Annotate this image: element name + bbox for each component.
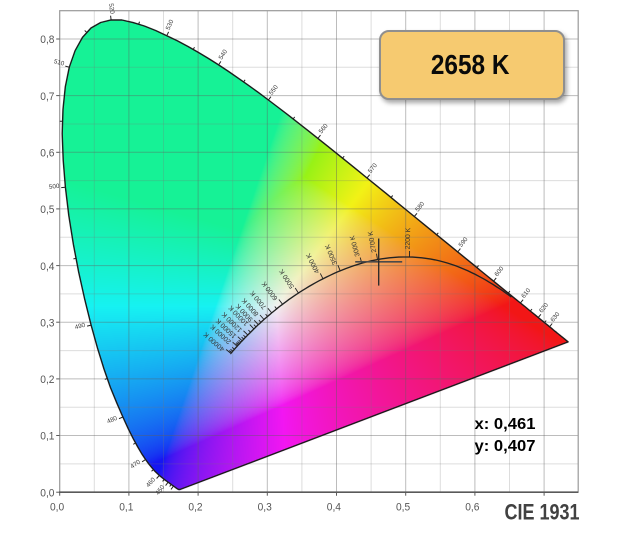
svg-text:530: 530 (165, 18, 176, 31)
svg-text:600: 600 (493, 265, 505, 278)
svg-text:5000 K: 5000 K (278, 267, 296, 289)
svg-text:CIE 1931: CIE 1931 (505, 500, 580, 525)
svg-text:0,3: 0,3 (258, 502, 272, 514)
svg-text:490: 490 (74, 322, 86, 332)
svg-text:520: 520 (107, 3, 115, 15)
svg-text:0,0: 0,0 (40, 487, 54, 499)
svg-text:0,2: 0,2 (188, 502, 202, 514)
svg-text:y: 0,407: y: 0,407 (475, 438, 536, 455)
svg-text:4000 K: 4000 K (305, 251, 321, 274)
svg-text:580: 580 (414, 200, 426, 213)
svg-text:0,0: 0,0 (50, 502, 64, 514)
svg-text:620: 620 (538, 301, 550, 314)
svg-text:460: 460 (145, 476, 158, 489)
svg-text:510: 510 (53, 58, 65, 68)
svg-text:0,2: 0,2 (40, 374, 54, 386)
svg-text:0,1: 0,1 (40, 431, 54, 443)
svg-text:470: 470 (129, 458, 142, 470)
svg-text:610: 610 (520, 287, 532, 300)
svg-text:550: 550 (268, 84, 280, 97)
svg-text:0,5: 0,5 (396, 502, 410, 514)
svg-text:0,3: 0,3 (40, 317, 54, 329)
svg-text:0,6: 0,6 (465, 502, 479, 514)
svg-text:630: 630 (549, 311, 561, 324)
svg-text:x: 0,461: x: 0,461 (475, 416, 536, 433)
svg-text:540: 540 (218, 48, 230, 61)
svg-text:0,1: 0,1 (119, 502, 133, 514)
svg-text:0,6: 0,6 (40, 148, 54, 160)
svg-text:0,5: 0,5 (40, 204, 54, 216)
svg-text:500: 500 (49, 183, 61, 191)
svg-text:0,4: 0,4 (40, 261, 54, 273)
svg-text:570: 570 (367, 162, 379, 175)
svg-text:2700 K: 2700 K (367, 230, 378, 253)
svg-text:450: 450 (154, 484, 166, 497)
svg-text:0,4: 0,4 (327, 502, 341, 514)
svg-text:2200 K: 2200 K (405, 227, 413, 249)
svg-text:480: 480 (106, 415, 119, 426)
svg-text:0,7: 0,7 (40, 91, 54, 103)
svg-text:6000 K: 6000 K (261, 279, 280, 301)
svg-text:0,8: 0,8 (40, 34, 54, 46)
